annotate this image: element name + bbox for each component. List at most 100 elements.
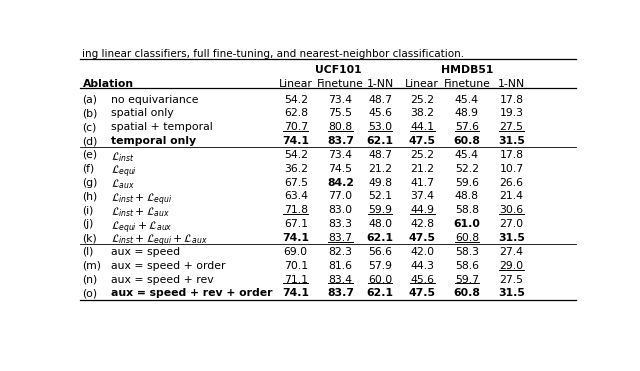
Text: (i): (i) bbox=[83, 206, 94, 215]
Text: UCF101: UCF101 bbox=[315, 65, 361, 75]
Text: (d): (d) bbox=[83, 136, 98, 146]
Text: 73.4: 73.4 bbox=[328, 95, 353, 105]
Text: 59.9: 59.9 bbox=[368, 206, 392, 215]
Text: 44.1: 44.1 bbox=[410, 122, 435, 132]
Text: 62.1: 62.1 bbox=[367, 136, 394, 146]
Text: spatial only: spatial only bbox=[111, 108, 173, 118]
Text: 25.2: 25.2 bbox=[410, 95, 435, 105]
Text: 27.4: 27.4 bbox=[499, 247, 524, 257]
Text: (n): (n) bbox=[83, 275, 98, 285]
Text: 71.1: 71.1 bbox=[284, 275, 308, 285]
Text: 53.0: 53.0 bbox=[368, 122, 392, 132]
Text: 74.5: 74.5 bbox=[328, 164, 353, 174]
Text: (j): (j) bbox=[83, 219, 94, 229]
Text: 80.8: 80.8 bbox=[328, 122, 353, 132]
Text: 75.5: 75.5 bbox=[328, 108, 353, 118]
Text: (o): (o) bbox=[83, 289, 98, 299]
Text: 48.7: 48.7 bbox=[368, 150, 392, 160]
Text: 82.3: 82.3 bbox=[328, 247, 353, 257]
Text: 48.8: 48.8 bbox=[455, 191, 479, 201]
Text: aux = speed + rev + order: aux = speed + rev + order bbox=[111, 289, 272, 299]
Text: 83.0: 83.0 bbox=[328, 206, 353, 215]
Text: 49.8: 49.8 bbox=[368, 178, 392, 188]
Text: 48.9: 48.9 bbox=[455, 108, 479, 118]
Text: 54.2: 54.2 bbox=[284, 150, 308, 160]
Text: 17.8: 17.8 bbox=[499, 95, 524, 105]
Text: (g): (g) bbox=[83, 178, 98, 188]
Text: 74.1: 74.1 bbox=[282, 289, 309, 299]
Text: 41.7: 41.7 bbox=[410, 178, 435, 188]
Text: 58.8: 58.8 bbox=[455, 206, 479, 215]
Text: 44.3: 44.3 bbox=[410, 261, 435, 271]
Text: 63.4: 63.4 bbox=[284, 191, 308, 201]
Text: 37.4: 37.4 bbox=[410, 191, 435, 201]
Text: 45.4: 45.4 bbox=[455, 95, 479, 105]
Text: 45.4: 45.4 bbox=[455, 150, 479, 160]
Text: (a): (a) bbox=[83, 95, 97, 105]
Text: aux = speed + rev: aux = speed + rev bbox=[111, 275, 213, 285]
Text: 73.4: 73.4 bbox=[328, 150, 353, 160]
Text: 45.6: 45.6 bbox=[368, 108, 392, 118]
Text: 61.0: 61.0 bbox=[454, 219, 480, 229]
Text: Ablation: Ablation bbox=[83, 79, 134, 89]
Text: 17.8: 17.8 bbox=[499, 150, 524, 160]
Text: 47.5: 47.5 bbox=[409, 289, 436, 299]
Text: 10.7: 10.7 bbox=[499, 164, 524, 174]
Text: 57.6: 57.6 bbox=[455, 122, 479, 132]
Text: 70.7: 70.7 bbox=[284, 122, 308, 132]
Text: (e): (e) bbox=[83, 150, 98, 160]
Text: 31.5: 31.5 bbox=[498, 233, 525, 243]
Text: 47.5: 47.5 bbox=[409, 233, 436, 243]
Text: $\mathcal{L}_{aux}$: $\mathcal{L}_{aux}$ bbox=[111, 178, 134, 191]
Text: 67.5: 67.5 bbox=[284, 178, 308, 188]
Text: 44.9: 44.9 bbox=[410, 206, 435, 215]
Text: 30.6: 30.6 bbox=[499, 206, 524, 215]
Text: $\mathcal{L}_{inst} + \mathcal{L}_{aux}$: $\mathcal{L}_{inst} + \mathcal{L}_{aux}$ bbox=[111, 206, 170, 219]
Text: (m): (m) bbox=[83, 261, 102, 271]
Text: 60.8: 60.8 bbox=[454, 136, 480, 146]
Text: 83.7: 83.7 bbox=[327, 289, 354, 299]
Text: 21.4: 21.4 bbox=[499, 191, 524, 201]
Text: 26.6: 26.6 bbox=[499, 178, 524, 188]
Text: ing linear classifiers, full fine-tuning, and nearest-neighbor classification.: ing linear classifiers, full fine-tuning… bbox=[83, 49, 465, 59]
Text: 60.8: 60.8 bbox=[455, 233, 479, 243]
Text: 21.2: 21.2 bbox=[368, 164, 392, 174]
Text: 81.6: 81.6 bbox=[328, 261, 353, 271]
Text: 27.5: 27.5 bbox=[499, 122, 524, 132]
Text: temporal only: temporal only bbox=[111, 136, 196, 146]
Text: $\mathcal{L}_{inst}$: $\mathcal{L}_{inst}$ bbox=[111, 150, 134, 164]
Text: 83.7: 83.7 bbox=[327, 136, 354, 146]
Text: 47.5: 47.5 bbox=[409, 136, 436, 146]
Text: 62.1: 62.1 bbox=[367, 233, 394, 243]
Text: 56.6: 56.6 bbox=[368, 247, 392, 257]
Text: 84.2: 84.2 bbox=[327, 178, 354, 188]
Text: aux = speed: aux = speed bbox=[111, 247, 180, 257]
Text: 77.0: 77.0 bbox=[328, 191, 353, 201]
Text: 71.8: 71.8 bbox=[284, 206, 308, 215]
Text: Linear: Linear bbox=[279, 79, 313, 89]
Text: 27.0: 27.0 bbox=[499, 219, 524, 229]
Text: (c): (c) bbox=[83, 122, 97, 132]
Text: 57.9: 57.9 bbox=[368, 261, 392, 271]
Text: 1-NN: 1-NN bbox=[498, 79, 525, 89]
Text: 21.2: 21.2 bbox=[410, 164, 435, 174]
Text: 83.3: 83.3 bbox=[328, 219, 353, 229]
Text: HMDB51: HMDB51 bbox=[441, 65, 493, 75]
Text: 27.5: 27.5 bbox=[499, 275, 524, 285]
Text: 59.6: 59.6 bbox=[455, 178, 479, 188]
Text: 19.3: 19.3 bbox=[499, 108, 524, 118]
Text: 42.8: 42.8 bbox=[410, 219, 435, 229]
Text: 58.3: 58.3 bbox=[455, 247, 479, 257]
Text: 54.2: 54.2 bbox=[284, 95, 308, 105]
Text: 42.0: 42.0 bbox=[410, 247, 435, 257]
Text: (f): (f) bbox=[83, 164, 95, 174]
Text: $\mathcal{L}_{inst} + \mathcal{L}_{equi}$: $\mathcal{L}_{inst} + \mathcal{L}_{equi}… bbox=[111, 191, 172, 208]
Text: 60.8: 60.8 bbox=[454, 289, 480, 299]
Text: 52.1: 52.1 bbox=[368, 191, 392, 201]
Text: 1-NN: 1-NN bbox=[367, 79, 394, 89]
Text: 52.2: 52.2 bbox=[455, 164, 479, 174]
Text: 25.2: 25.2 bbox=[410, 150, 435, 160]
Text: 83.4: 83.4 bbox=[328, 275, 353, 285]
Text: $\mathcal{L}_{equi}$: $\mathcal{L}_{equi}$ bbox=[111, 164, 137, 180]
Text: spatial + temporal: spatial + temporal bbox=[111, 122, 212, 132]
